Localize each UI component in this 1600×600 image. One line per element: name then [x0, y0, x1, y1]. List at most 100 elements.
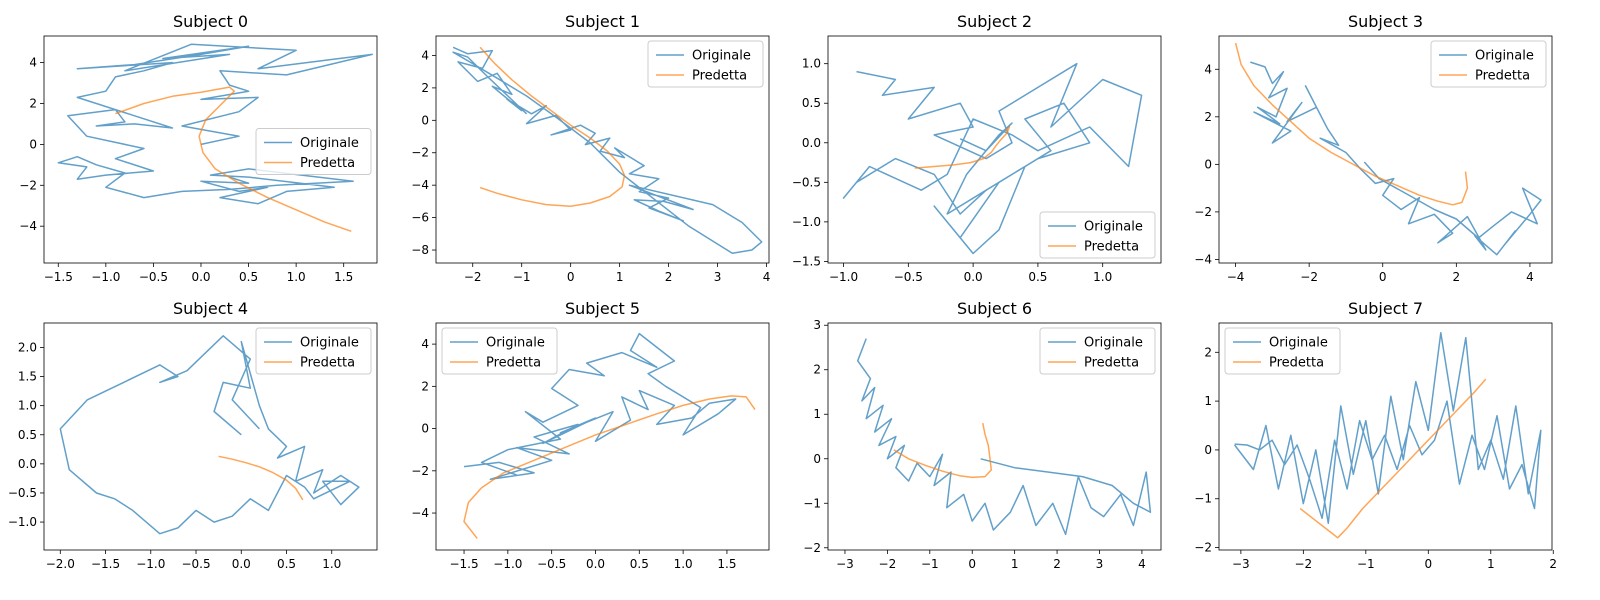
- x-tick-label: −2.0: [46, 557, 75, 571]
- y-tick-label: 0: [421, 422, 429, 436]
- y-tick-label: 2: [813, 363, 821, 377]
- series-line-predicted: [218, 455, 304, 501]
- y-tick-label: −4: [411, 506, 429, 520]
- y-tick-label: −0.5: [8, 486, 37, 500]
- series-line-predicted: [1299, 378, 1487, 539]
- y-tick-label: 3: [813, 318, 821, 332]
- x-tick-label: 0: [968, 557, 976, 571]
- legend: Originale Predetta: [1039, 327, 1156, 375]
- y-tick-label: 0.0: [18, 457, 37, 471]
- y-tick-label: 0: [29, 137, 37, 151]
- subplot-0: Subject 0 −1.5 −1.0 −0.5 0.0 0.5 1.0 1.5 −4 −2 0 2 4…: [19, 12, 378, 284]
- y-tick-label: −0.5: [792, 175, 821, 189]
- x-tick-label: 1.0: [674, 557, 693, 571]
- subplot-title: Subject 2: [957, 12, 1032, 31]
- axes-frame: [435, 322, 770, 551]
- x-tick-label: −1.5: [91, 557, 120, 571]
- x-tick-label: 2: [665, 270, 673, 284]
- y-tick-label: 2: [1204, 345, 1212, 359]
- y-tick-label: 2.0: [18, 340, 37, 354]
- y-tick-label: 1.0: [802, 57, 821, 71]
- series-line-original: [842, 62, 1143, 255]
- x-tick-label: 0: [1379, 270, 1387, 284]
- x-tick-label: 1: [616, 270, 624, 284]
- legend: Originale Predetta: [1430, 40, 1547, 88]
- x-tick-label: −0.5: [894, 270, 923, 284]
- legend: Originale Predetta: [1224, 327, 1341, 375]
- x-tick-label: 1.0: [287, 270, 306, 284]
- x-tick-label: 0.0: [586, 557, 605, 571]
- legend: Originale Predetta: [255, 327, 372, 375]
- x-tick-label: 1.0: [322, 557, 341, 571]
- x-tick-label: 0.5: [239, 270, 258, 284]
- y-tick-label: 1: [1204, 394, 1212, 408]
- y-tick-label: 4: [1204, 62, 1212, 76]
- subplot-title: Subject 7: [1348, 299, 1423, 318]
- y-tick-label: 2: [29, 96, 37, 110]
- x-tick-label: −2: [1300, 270, 1318, 284]
- legend-label-original: Originale: [1084, 220, 1143, 235]
- subplot-title: Subject 5: [565, 299, 640, 318]
- x-tick-label: −1.5: [449, 557, 478, 571]
- legend-label-original: Originale: [1084, 336, 1143, 351]
- y-tick-label: 0: [421, 113, 429, 127]
- x-tick-label: 1: [1011, 557, 1019, 571]
- x-tick-label: 0.5: [630, 557, 649, 571]
- y-tick-label: 4: [421, 337, 429, 351]
- subplot-4: Subject 4 −2.0 −1.5 −1.0 −0.5 0.0 0.5 1.0 −1.0 −0…: [8, 299, 378, 571]
- y-tick-label: 0.0: [802, 136, 821, 150]
- x-tick-label: 2: [1453, 270, 1461, 284]
- x-tick-label: 0.0: [232, 557, 251, 571]
- y-tick-label: 0.5: [802, 96, 821, 110]
- x-tick-label: −2: [1294, 557, 1312, 571]
- x-tick-label: −1: [1357, 557, 1375, 571]
- x-tick-label: −1: [921, 557, 939, 571]
- y-tick-label: 2: [1204, 110, 1212, 124]
- legend-label-original: Originale: [486, 336, 545, 351]
- y-tick-label: −6: [411, 211, 429, 225]
- legend-label-original: Originale: [1269, 336, 1328, 351]
- legend-label-predicted: Predetta: [1475, 69, 1530, 84]
- subplot-title: Subject 3: [1348, 12, 1423, 31]
- subplot-6: Subject 6 −3 −2 −1 0 1 2 3 4 −2 −1 0 1 2 3 Originale Pre…: [803, 299, 1162, 571]
- x-tick-label: −0.5: [139, 270, 168, 284]
- legend-label-predicted: Predetta: [1084, 356, 1139, 371]
- y-tick-label: −2: [1194, 541, 1212, 555]
- series-line-original: [57, 43, 373, 205]
- y-tick-label: −1: [803, 496, 821, 510]
- x-tick-label: 1.5: [717, 557, 736, 571]
- x-tick-label: 1.0: [1093, 270, 1112, 284]
- y-tick-label: 4: [421, 48, 429, 62]
- x-tick-label: −1.0: [829, 270, 858, 284]
- x-tick-label: −2: [464, 270, 482, 284]
- legend-label-original: Originale: [300, 136, 359, 151]
- y-tick-label: −4: [411, 178, 429, 192]
- series-line-predicted: [463, 395, 756, 539]
- x-tick-label: 2: [1053, 557, 1061, 571]
- legend-label-predicted: Predetta: [300, 356, 355, 371]
- axes-frame: [43, 322, 378, 551]
- subplot-title: Subject 4: [173, 299, 248, 318]
- legend: Originale Predetta: [255, 128, 372, 175]
- x-tick-label: 3: [1096, 557, 1104, 571]
- y-tick-label: −2: [411, 146, 429, 160]
- y-tick-label: −2: [19, 178, 37, 192]
- y-tick-label: −8: [411, 243, 429, 257]
- x-tick-label: −1: [513, 270, 531, 284]
- series-line-predicted: [1234, 42, 1469, 206]
- x-tick-label: 4: [1526, 270, 1534, 284]
- y-tick-label: 4: [29, 56, 37, 70]
- series-line-predicted: [115, 86, 352, 233]
- series-line-predicted: [914, 126, 1011, 169]
- y-tick-label: 0: [1204, 443, 1212, 457]
- legend: Originale Predetta: [1039, 211, 1156, 259]
- series-line-original: [1234, 332, 1542, 524]
- x-tick-label: 2: [1549, 557, 1557, 571]
- x-tick-label: 1.5: [334, 270, 353, 284]
- subplot-3: Subject 3 −4 −2 0 2 4 −4 −2 0 2 4 Originale Predetta: [1194, 12, 1553, 284]
- x-tick-label: 0.0: [191, 270, 210, 284]
- legend-label-predicted: Predetta: [486, 356, 541, 371]
- axes-frame: [827, 322, 1162, 551]
- x-tick-label: 0.5: [1028, 270, 1047, 284]
